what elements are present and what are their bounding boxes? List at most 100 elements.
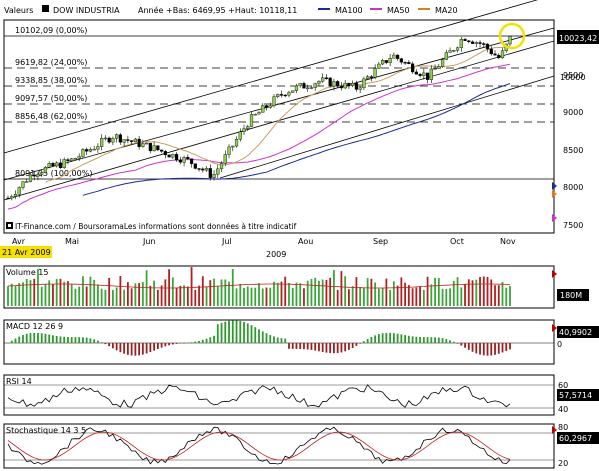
month-aou: Aou (298, 237, 313, 246)
candle-body (163, 151, 167, 156)
candle-body (141, 143, 145, 147)
volume-bar (246, 286, 249, 306)
ma20-label: MA20 (435, 6, 458, 15)
macd-bar (111, 343, 114, 349)
volume-bar (149, 285, 152, 306)
volume-bar (355, 277, 358, 306)
volume-bar (220, 279, 223, 306)
candle-body (212, 174, 216, 178)
volume-bar (441, 288, 444, 306)
macd-bar (70, 337, 73, 343)
volume-bar (486, 276, 489, 306)
macd-bar (85, 337, 88, 343)
macd-bar (228, 320, 230, 343)
volume-bar (434, 277, 436, 306)
macd-bar (407, 335, 410, 343)
macd-bar (258, 329, 260, 343)
candle-body (425, 72, 430, 80)
candle-body (66, 159, 70, 162)
price-tick-8000: 8000 (563, 183, 583, 192)
macd-bar (44, 333, 47, 343)
candle-body (77, 156, 81, 159)
candle-body (88, 149, 93, 152)
volume-bar (321, 279, 324, 306)
macd-bar (134, 343, 137, 356)
candle-body (448, 50, 452, 53)
macd-bar (280, 338, 283, 343)
volume-bar (194, 289, 197, 306)
macd-bar (333, 343, 335, 354)
candle-body (279, 94, 284, 96)
volume-bar (213, 278, 215, 306)
rsi-value: 57,5714 (559, 391, 592, 400)
macd-bar (156, 343, 159, 350)
stochastic-d-line (7, 431, 511, 461)
volume-bar (269, 287, 272, 306)
range-text: Année +Bas: 6469,95 +Haut: 10118,11 (138, 5, 297, 15)
macd-bar (389, 332, 392, 343)
channel-upper (3, 0, 539, 154)
macd-bar (89, 338, 92, 343)
macd-bar (141, 343, 144, 355)
macd-bar (471, 343, 474, 352)
candle-body (118, 134, 122, 143)
macd-bar (344, 343, 347, 352)
candle-body (234, 139, 239, 147)
volume-bar (303, 288, 305, 306)
candle-body (264, 105, 269, 108)
candle-body (455, 47, 460, 51)
macd-bar (74, 337, 77, 343)
macd-bar (37, 332, 39, 343)
macd-bar (321, 343, 324, 352)
macd-bar (419, 336, 421, 343)
volume-bar (430, 284, 433, 306)
macd-bar (392, 333, 395, 343)
volume-bar (18, 283, 21, 306)
macd-bar (18, 336, 21, 343)
fib-label-38: 9338,85 (38,00%) (15, 76, 87, 85)
candle-body (261, 105, 265, 113)
price-tick-10000: 10000 (560, 73, 585, 82)
fib-label-62: 8856,48 (62,00%) (15, 112, 87, 121)
volume-bar (385, 278, 388, 306)
macd-bar (235, 320, 238, 343)
volume-bar (205, 287, 208, 306)
candle-body (500, 50, 505, 59)
volume-bar (374, 282, 377, 306)
macd-bar (430, 337, 433, 343)
candle-body (51, 163, 55, 167)
macd-bar (194, 341, 197, 343)
volume-bar (471, 280, 474, 306)
candle-body (25, 181, 29, 183)
candle-body (126, 139, 130, 141)
macd-bar (243, 321, 245, 343)
month-mai: Mai (65, 237, 79, 246)
macd-bar (10, 340, 13, 343)
stochastic-value: 60,2967 (559, 434, 592, 443)
candle-body (28, 174, 33, 182)
volume-bar (7, 286, 9, 306)
volume-bar (318, 280, 320, 306)
volume-label: Volume 15 (6, 268, 48, 277)
volume-bar (82, 276, 84, 306)
candle-body (178, 159, 182, 163)
volume-bar (359, 287, 362, 306)
volume-panel: Volume 15 180M (3, 265, 589, 309)
ma50-line (7, 63, 511, 210)
macd-bar (29, 333, 32, 343)
candle-body (422, 72, 426, 76)
candle-body (313, 83, 317, 88)
macd-bar (168, 343, 170, 346)
volume-bar (426, 276, 429, 306)
candle-body (485, 43, 490, 50)
volume-bar (437, 277, 440, 306)
volume-bar (22, 282, 24, 306)
volume-bar (407, 285, 410, 306)
volume-bar (400, 277, 403, 306)
ma100-label: MA100 (335, 6, 363, 15)
month-axis: Avr Mai Jun Jul Aou Sep Oct Nov 21 Avr 2… (0, 237, 516, 259)
volume-bar (479, 276, 481, 306)
candle-body (58, 162, 63, 169)
macd-bar (449, 340, 451, 343)
channel-mid2 (3, 27, 555, 181)
